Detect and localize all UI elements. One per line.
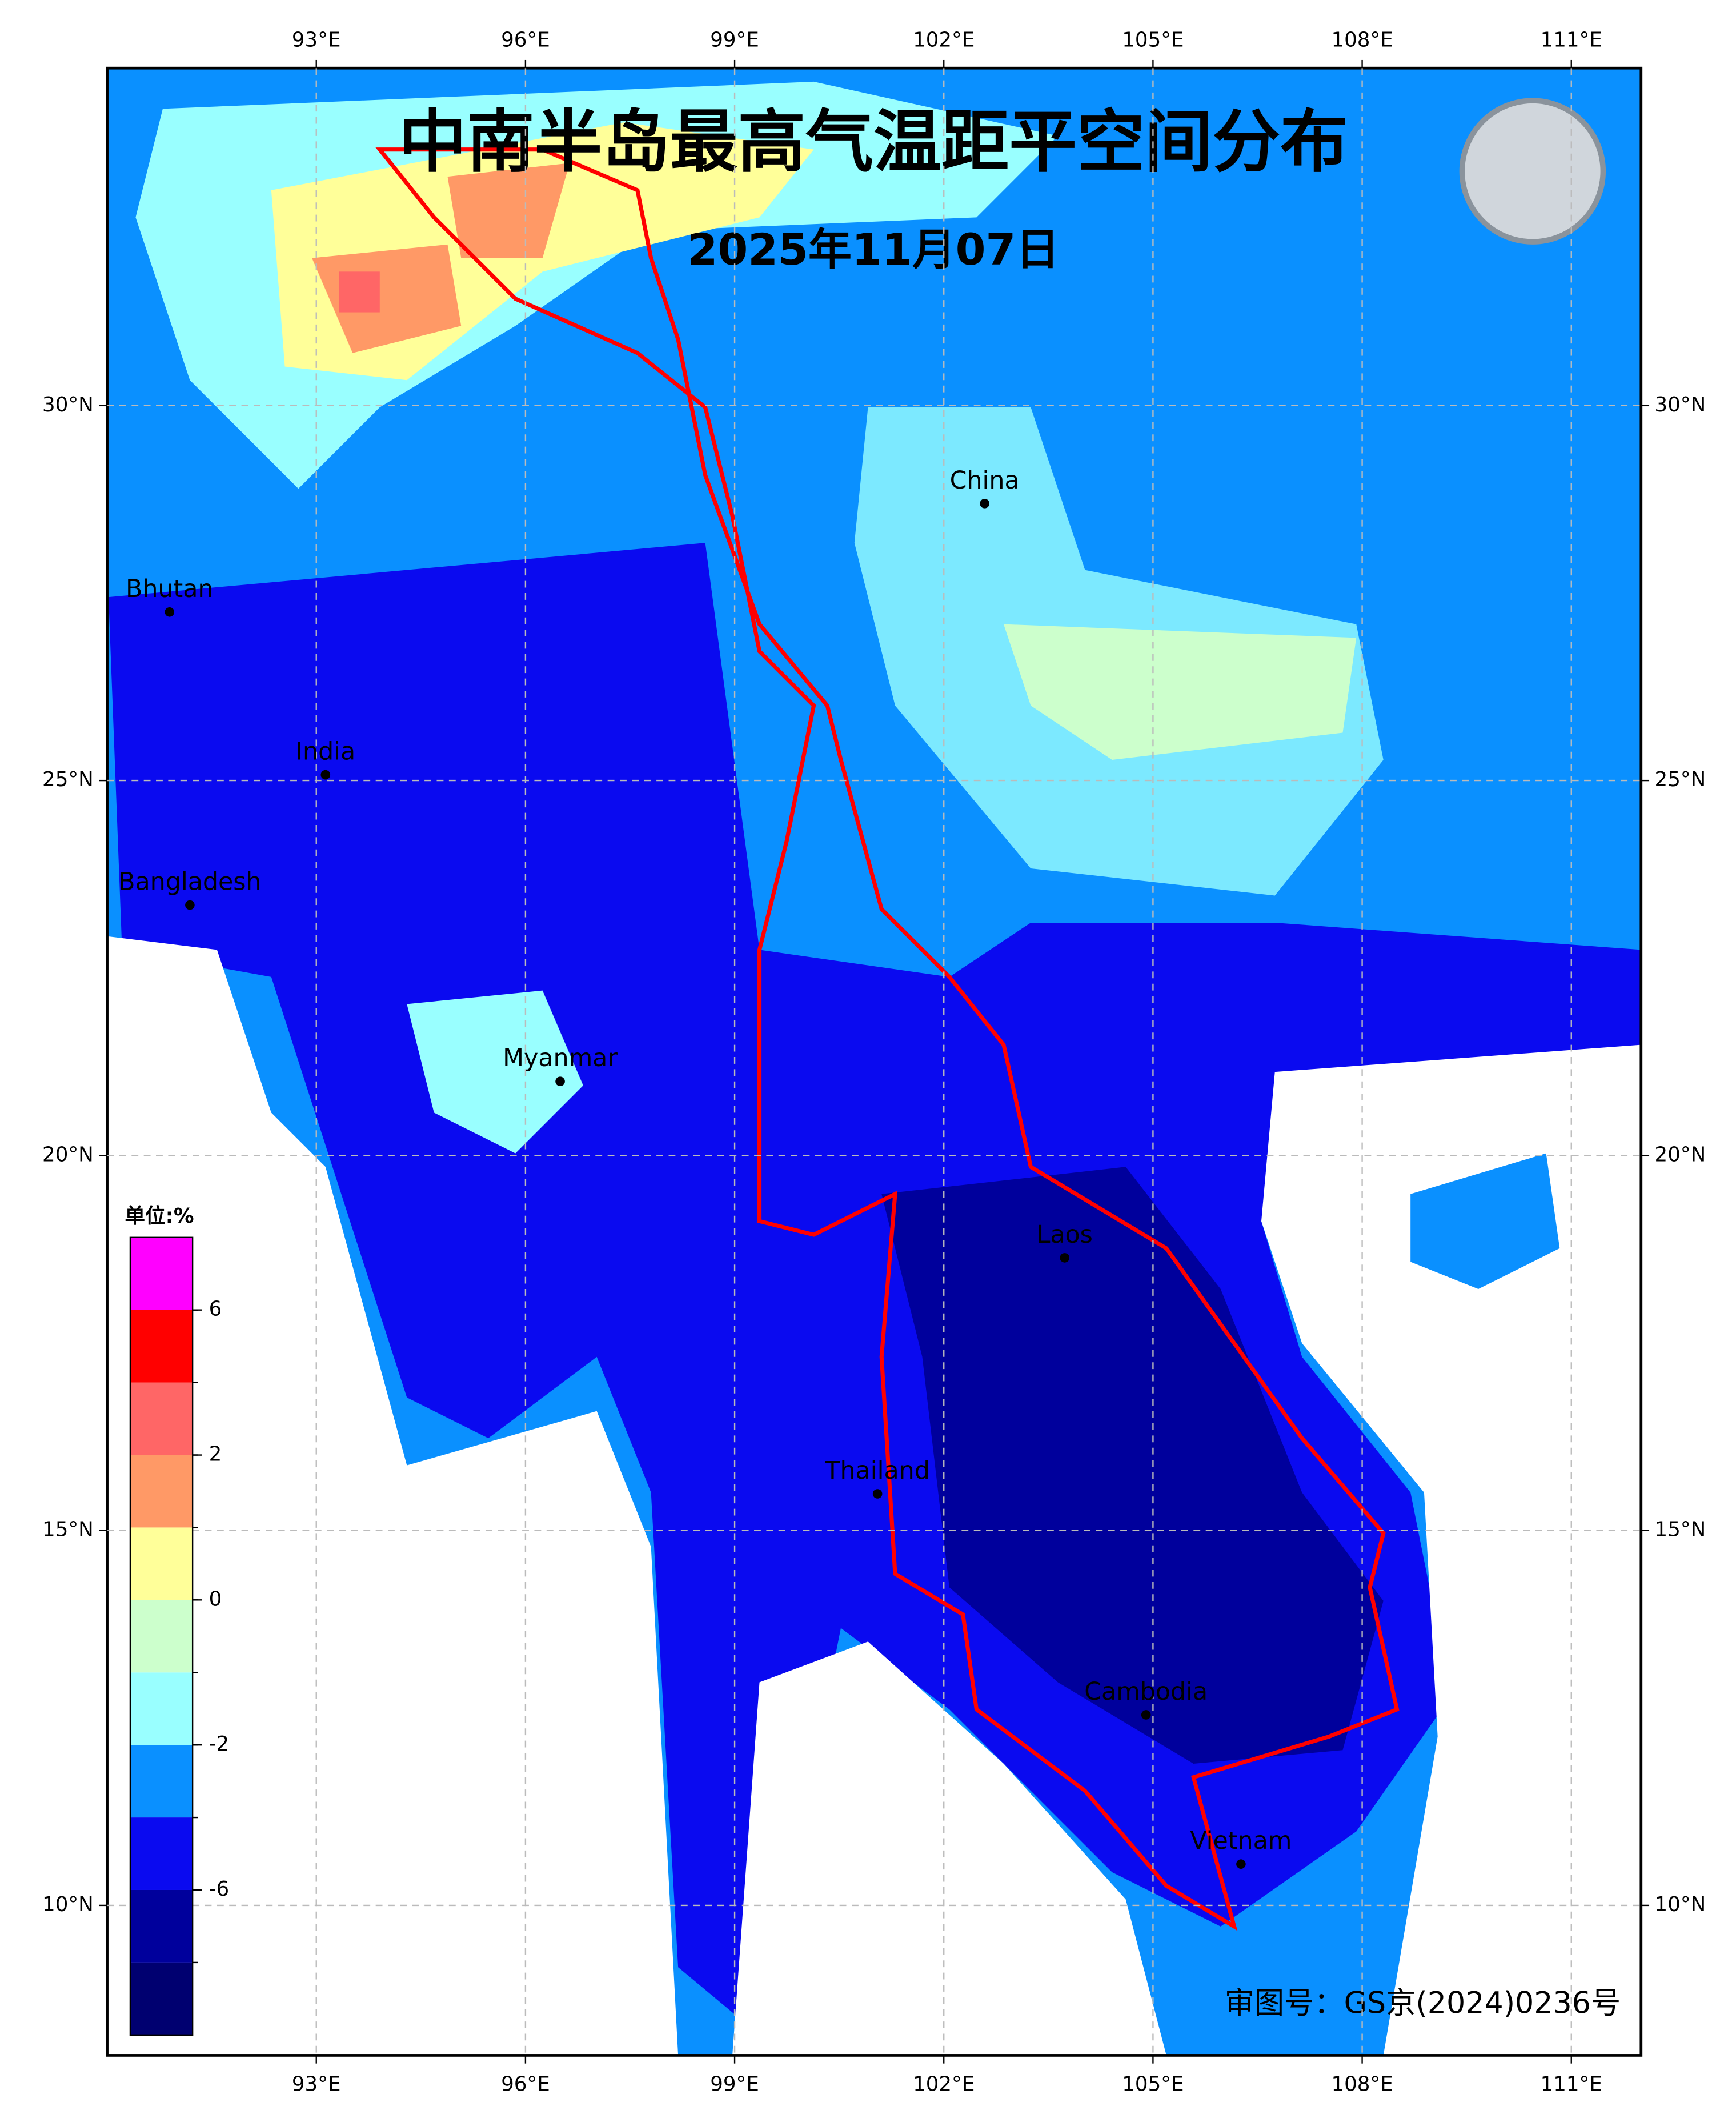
anomaly-field [407,990,583,1154]
y-tick-label: 25°N [1655,768,1706,791]
place-label: Laos [1037,1220,1093,1249]
colorbar-segment [130,1889,193,1963]
place-label: Bangladesh [118,868,261,896]
colorbar-segment [130,1455,193,1528]
map-subtitle: 2025年11月07日 [688,224,1060,275]
x-tick-label: 108°E [1331,29,1393,52]
y-tick-label: 15°N [42,1518,94,1542]
y-tick-label: 30°N [42,393,94,417]
place-label: Thailand [824,1456,929,1485]
anomaly-field [1003,624,1357,760]
island [1410,1153,1560,1289]
y-tick-label: 10°N [42,1893,94,1916]
x-tick-label: 105°E [1122,29,1184,52]
place-marker [555,1076,565,1087]
sea [107,936,679,2056]
sea [732,1641,1166,2056]
place-marker [165,607,175,617]
x-tick-label: 99°E [710,29,759,52]
y-tick-label: 20°N [42,1143,94,1166]
x-tick-label: 105°E [1122,2073,1184,2096]
map-frame [106,66,1643,2057]
colorbar-tick-label: -2 [209,1732,230,1756]
place-marker [1236,1859,1246,1869]
y-tick-label: 25°N [42,768,94,791]
colorbar-segment [130,1672,193,1745]
y-tick-label: 10°N [1655,1893,1706,1916]
x-tick-label: 96°E [501,29,550,52]
x-tick-label: 99°E [710,2073,759,2096]
place-marker [1060,1253,1070,1263]
colorbar-tick-label: -6 [209,1877,230,1901]
x-tick-label: 111°E [1541,29,1602,52]
place-marker [1141,1710,1151,1720]
place-label: Vietnam [1190,1827,1292,1855]
anomaly-field [881,1167,1384,1764]
y-tick-label: 15°N [1655,1518,1706,1542]
colorbar-segment [130,1527,193,1600]
region-boundary [375,147,1400,1931]
colorbar-segment [130,1237,193,1310]
colorbar-segment [130,1962,193,2035]
colorbar-tick-label: 6 [209,1298,222,1321]
place-label: India [295,738,355,766]
place-marker [980,499,989,509]
place-label: Cambodia [1084,1677,1208,1706]
colorbar-frame [129,1236,194,2036]
place-label: Myanmar [503,1044,618,1072]
colorbar-segment [130,1745,193,1818]
place-marker [185,900,195,910]
x-tick-label: 108°E [1331,2073,1393,2096]
x-tick-label: 111°E [1541,2073,1602,2096]
x-tick-label: 93°E [292,29,341,52]
colorbar-tick-label: 0 [209,1587,222,1611]
y-tick-label: 30°N [1655,393,1706,417]
place-marker [320,770,331,780]
colorbar-segment [130,1600,193,1673]
anomaly-field [339,271,380,313]
place-label: Bhutan [126,575,213,603]
x-tick-label: 102°E [913,2073,975,2096]
place-label: China [950,466,1020,495]
y-tick-label: 20°N [1655,1143,1706,1166]
place-marker [872,1489,883,1499]
colorbar-tick-label: 2 [209,1443,222,1466]
colorbar-segment [130,1817,193,1890]
credit: 审图号：GS京(2024)0236号 [1225,1987,1621,2021]
sea [1261,1044,1641,2056]
x-tick-label: 96°E [501,2073,550,2096]
map-title: 中南半岛最高气温距平空间分布 [399,103,1348,182]
colorbar-segment [130,1382,193,1455]
x-tick-label: 102°E [913,29,975,52]
x-tick-label: 93°E [292,2073,341,2096]
colorbar-unit: 单位:% [125,1204,194,1228]
logo [1459,98,1606,245]
colorbar-segment [130,1310,193,1383]
map-field [107,68,1641,2056]
